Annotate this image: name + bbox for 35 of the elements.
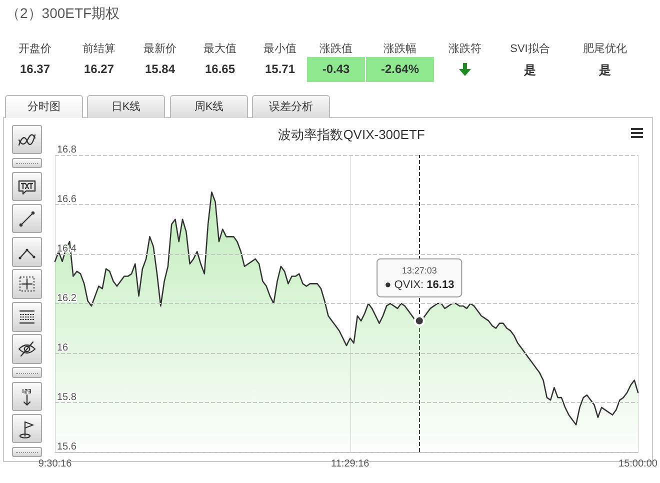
- tab: 日K线: [87, 95, 165, 118]
- category-label: 前结算: [82, 42, 116, 56]
- category-label: 最新价: [144, 42, 176, 56]
- tab: 误差分析: [252, 95, 330, 118]
- text: 16.27: [84, 62, 114, 76]
- y-tick-label: 15.8: [57, 392, 77, 403]
- x-tick-label: 15:00:00: [618, 458, 658, 470]
- data-label: 13:27:03 ● QVIX: 16.13: [384, 265, 454, 291]
- category-label: 最大值: [204, 42, 236, 56]
- chart-title: 波动率指数QVIX-300ETF: [278, 127, 425, 142]
- text: 是: [524, 63, 536, 77]
- category-label: 涨跌值: [320, 42, 352, 56]
- y-tick-label: 15.6: [57, 442, 77, 452]
- category-label: 最小值: [264, 42, 296, 56]
- category-label: 开盘价: [18, 42, 52, 56]
- category-label: 涨跌符: [448, 42, 482, 56]
- x-tick-label: 9:30:16: [38, 458, 72, 470]
- text: 15.84: [144, 62, 176, 76]
- tab: 周K线: [170, 95, 248, 118]
- category-label: 肥尾优化: [583, 42, 627, 56]
- y-tick-label: 16.2: [57, 293, 77, 304]
- text: 16.65: [204, 62, 236, 76]
- text: 15.71: [264, 62, 296, 76]
- y-tick-label: 16: [57, 342, 69, 354]
- text: 16.37: [20, 62, 50, 76]
- x-tick-label: 11:29:16: [331, 458, 370, 470]
- y-tick-label: 16.6: [57, 194, 77, 205]
- category-label: 涨跌幅: [384, 42, 416, 56]
- text: -0.43: [322, 62, 350, 76]
- text: （2）300ETF期权: [6, 5, 120, 23]
- tab: 分时图: [5, 95, 83, 118]
- category-label: SVI拟合: [510, 42, 550, 56]
- text: -2.64%: [380, 62, 420, 76]
- text: 是: [599, 63, 611, 77]
- y-tick-label: 16.8: [57, 144, 77, 156]
